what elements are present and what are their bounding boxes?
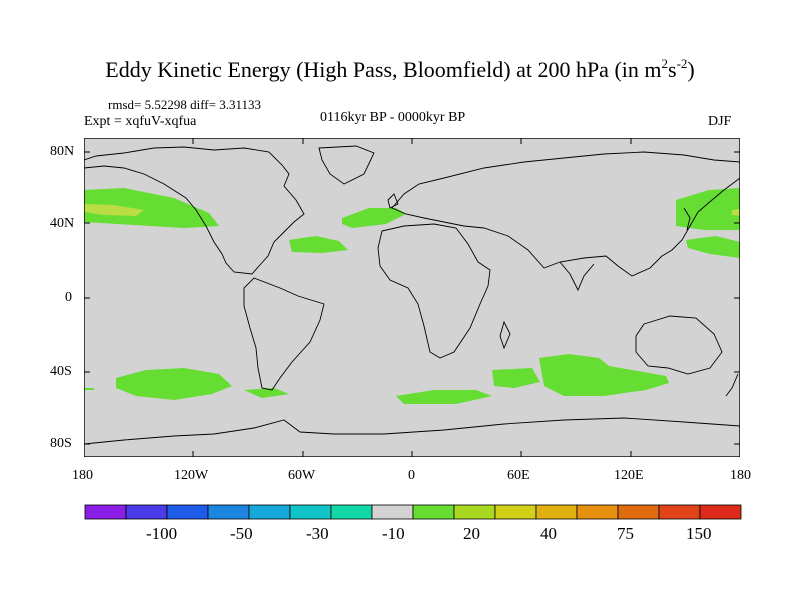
anomaly-south-indian: [539, 354, 669, 396]
axis-ticks: [84, 138, 740, 457]
coast-japan: [683, 207, 691, 231]
colorbar-swatch-1: [125, 504, 168, 520]
strong-anomaly-east-pacific: [732, 209, 740, 216]
lon-label-60w: 60W: [288, 468, 316, 483]
anomaly-north-atlantic: [342, 208, 406, 228]
anomaly-south-pacific: [116, 368, 232, 400]
season-label: DJF: [708, 114, 732, 129]
lat-label-40s: 40S: [50, 364, 72, 379]
colorbar-label-m10: -10: [382, 524, 405, 543]
period-label: 0116kyr BP - 0000kyr BP: [320, 110, 466, 125]
lon-label-180-left: 180: [72, 468, 93, 483]
colorbar-swatch-13: [617, 504, 660, 520]
anomaly-north-pacific-west: [84, 188, 219, 228]
anomaly-south-america-tip: [244, 388, 289, 398]
lon-label-180-right: 180: [730, 468, 751, 483]
colorbar-swatch-2: [166, 504, 209, 520]
coast-australia: [635, 315, 723, 375]
colorbar-swatch-11: [535, 504, 578, 520]
coast-madagascar: [499, 320, 511, 350]
colorbar-swatch-3: [207, 504, 250, 520]
colorbar-label-150: 150: [686, 524, 712, 543]
colorbar-swatch-10: [494, 504, 537, 520]
colorbar-swatch-6: [330, 504, 373, 520]
coast-south-america: [243, 277, 325, 391]
colorbar-label-m30: -30: [306, 524, 329, 543]
lat-label-0: 0: [65, 290, 72, 305]
anomaly-small-patch: [84, 388, 94, 390]
stats-text: rmsd= 5.52298 diff= 3.31133: [108, 97, 261, 112]
strong-anomaly-west-pacific: [84, 204, 144, 216]
map-panel: [84, 138, 740, 457]
anomaly-subtropical-pacific: [686, 236, 740, 258]
colorbar-swatch-12: [576, 504, 619, 520]
anomaly-regions: [84, 188, 740, 404]
coast-eurasia: [391, 151, 740, 277]
map-background: [84, 138, 740, 457]
chart-title: Eddy Kinetic Energy (High Pass, Bloomfie…: [105, 56, 695, 82]
lat-label-80s: 80S: [50, 436, 72, 451]
experiment-label: Expt = xqfuV-xqfua: [84, 114, 197, 129]
coast-antarctica: [84, 417, 740, 445]
anomaly-south-africa: [492, 368, 540, 388]
coast-north-america: [84, 146, 305, 275]
colorbar-swatch-8: [412, 504, 455, 520]
colorbar-swatch-9: [453, 504, 496, 520]
colorbar-swatch-15: [699, 504, 742, 520]
coast-greenland: [318, 145, 375, 185]
lon-label-60e: 60E: [507, 468, 530, 483]
colorbar-swatch-5: [289, 504, 332, 520]
colorbar-label-75: 75: [617, 524, 634, 543]
anomaly-north-pacific-east: [676, 188, 740, 230]
lat-label-40n: 40N: [50, 216, 75, 231]
strong-anomaly-regions: [84, 204, 740, 216]
coast-africa: [377, 223, 491, 359]
anomaly-south-atlantic: [396, 390, 492, 404]
colorbar-swatch-0: [84, 504, 127, 520]
lon-label-0: 0: [408, 468, 415, 483]
colorbar: [84, 504, 742, 520]
lon-label-120e: 120E: [614, 468, 644, 483]
coastlines: [84, 145, 740, 445]
colorbar-swatch-7: [371, 504, 414, 520]
coast-india: [559, 261, 595, 292]
coast-british-isles: [387, 193, 399, 209]
lat-label-80n: 80N: [50, 144, 75, 159]
colorbar-swatch-14: [658, 504, 701, 520]
colorbar-label-40: 40: [540, 524, 557, 543]
anomaly-subtropical-atlantic: [289, 236, 348, 253]
lon-label-120w: 120W: [174, 468, 209, 483]
colorbar-label-20: 20: [463, 524, 480, 543]
colorbar-label-m50: -50: [230, 524, 253, 543]
coast-new-zealand: [725, 373, 739, 397]
colorbar-label-m100: -100: [146, 524, 178, 543]
colorbar-swatch-4: [248, 504, 291, 520]
